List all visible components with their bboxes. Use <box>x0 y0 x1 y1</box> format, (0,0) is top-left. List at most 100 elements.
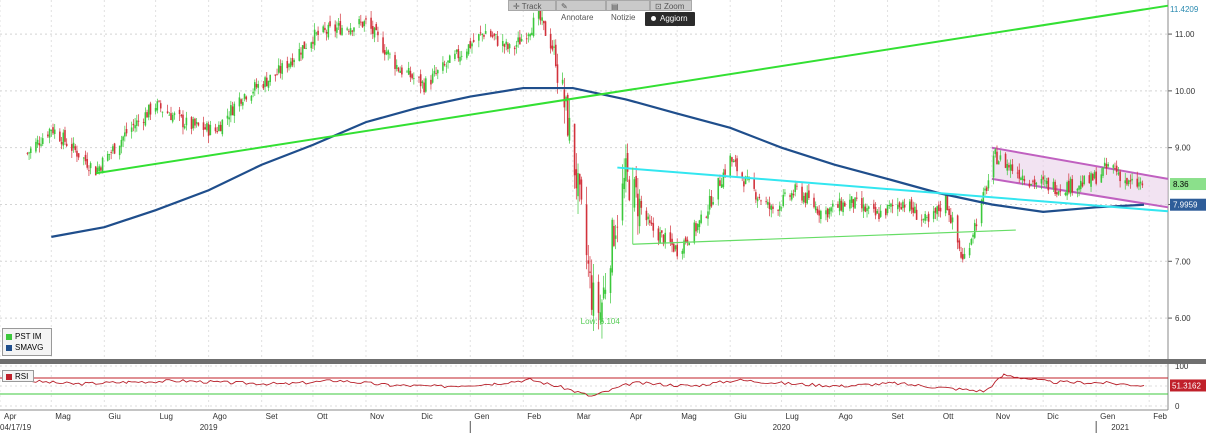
candle-body <box>147 104 150 118</box>
update-button[interactable]: Aggiorn <box>645 12 695 26</box>
candle-body <box>553 46 555 48</box>
legend-label-pst: PST IM <box>15 332 42 341</box>
candle-body <box>652 223 655 231</box>
support-line <box>632 229 1016 245</box>
candle-body <box>120 139 123 147</box>
candle-body <box>854 197 856 209</box>
candle-body <box>28 152 30 154</box>
candle-body <box>696 224 699 231</box>
candle-body <box>874 206 877 216</box>
candle-body <box>195 121 198 124</box>
zoom-button[interactable]: ⊡ Zoom <box>650 0 692 11</box>
candle-body <box>122 136 124 141</box>
candle-body <box>82 157 85 159</box>
candle-body <box>1078 185 1080 190</box>
candle-body <box>108 153 111 155</box>
candle-body <box>505 41 507 45</box>
candle-body <box>454 53 456 59</box>
candle-body <box>125 128 128 134</box>
candle-body <box>1016 172 1019 174</box>
candle-body <box>672 243 675 252</box>
candle-body <box>269 74 271 83</box>
candle-body <box>864 206 867 212</box>
x-tick-label: Feb <box>1153 412 1167 421</box>
candle-body <box>113 143 116 154</box>
candle-body <box>243 93 246 99</box>
candle-body <box>387 50 389 55</box>
candle-body <box>948 208 950 216</box>
candle-body <box>708 195 711 210</box>
candle-body <box>377 31 379 36</box>
candle-body <box>442 62 444 71</box>
candle-body <box>1056 192 1058 195</box>
candle-body <box>519 37 521 45</box>
candle-body <box>265 77 268 87</box>
candle-body <box>491 35 494 37</box>
candle-body <box>1030 184 1032 186</box>
candle-body <box>529 34 531 37</box>
candle-body <box>684 237 687 243</box>
candle-body <box>862 204 865 211</box>
candle-body <box>1107 164 1109 167</box>
legend-swatch-rsi <box>6 373 12 380</box>
candle-body <box>873 203 875 209</box>
candle-body <box>1115 165 1118 172</box>
candle-body <box>1117 172 1120 175</box>
candle-body <box>47 134 49 137</box>
candle-body <box>443 64 446 66</box>
candle-body <box>409 70 412 78</box>
candle-body <box>206 123 208 131</box>
candle-body <box>842 202 844 213</box>
candle-body <box>86 159 89 168</box>
candle-body <box>1008 165 1010 168</box>
candle-body <box>748 179 750 181</box>
candle-body <box>274 74 277 76</box>
candle-body <box>469 40 472 48</box>
candle-body <box>98 166 100 172</box>
candle-body <box>592 282 595 316</box>
candle-body <box>1091 174 1094 181</box>
candle-body <box>447 60 449 63</box>
candle-body <box>110 152 112 154</box>
candle-body <box>349 28 352 35</box>
candle-body <box>298 49 301 61</box>
candle-body <box>878 213 880 220</box>
start-date-label: 04/17/19 <box>0 423 32 432</box>
x-tick-label: Apr <box>4 412 17 421</box>
candle-body <box>755 192 757 200</box>
news-button[interactable]: ▤ Notizie <box>606 0 650 22</box>
panel-divider[interactable] <box>0 359 1206 364</box>
candle-body <box>38 143 41 146</box>
candle-body <box>532 17 535 37</box>
track-button[interactable]: ✛ Track <box>508 0 556 11</box>
candle-body <box>156 101 159 111</box>
legend-entry-pst[interactable]: PST IM <box>6 332 42 342</box>
legend-entry-smavg[interactable]: SMAVG <box>6 343 43 353</box>
candle-body <box>96 167 99 173</box>
trend-channel-lower <box>991 177 1169 209</box>
candle-body <box>566 94 569 136</box>
candle-body <box>1028 183 1031 187</box>
candle-body <box>578 173 581 185</box>
zoom-icon: ⊡ <box>655 2 664 11</box>
annotate-button[interactable]: ✎ Annotare <box>556 0 606 22</box>
candle-body <box>395 64 398 69</box>
candle-body <box>794 184 796 193</box>
candle-body <box>517 37 519 43</box>
candle-body <box>503 44 506 47</box>
candle-body <box>407 67 410 75</box>
candle-body <box>262 84 265 89</box>
candle-body <box>84 154 87 162</box>
candle-body <box>106 153 109 161</box>
candle-body <box>961 254 964 260</box>
candle-body <box>568 117 571 141</box>
candle-body <box>719 180 721 186</box>
candle-body <box>577 173 579 197</box>
candle-body <box>996 151 998 165</box>
candle-body <box>770 205 773 211</box>
candle-body <box>365 18 367 20</box>
candle-body <box>637 193 639 217</box>
rsi-legend[interactable]: RSI <box>2 370 34 382</box>
candle-body <box>808 190 810 198</box>
candle-body <box>1079 180 1082 190</box>
